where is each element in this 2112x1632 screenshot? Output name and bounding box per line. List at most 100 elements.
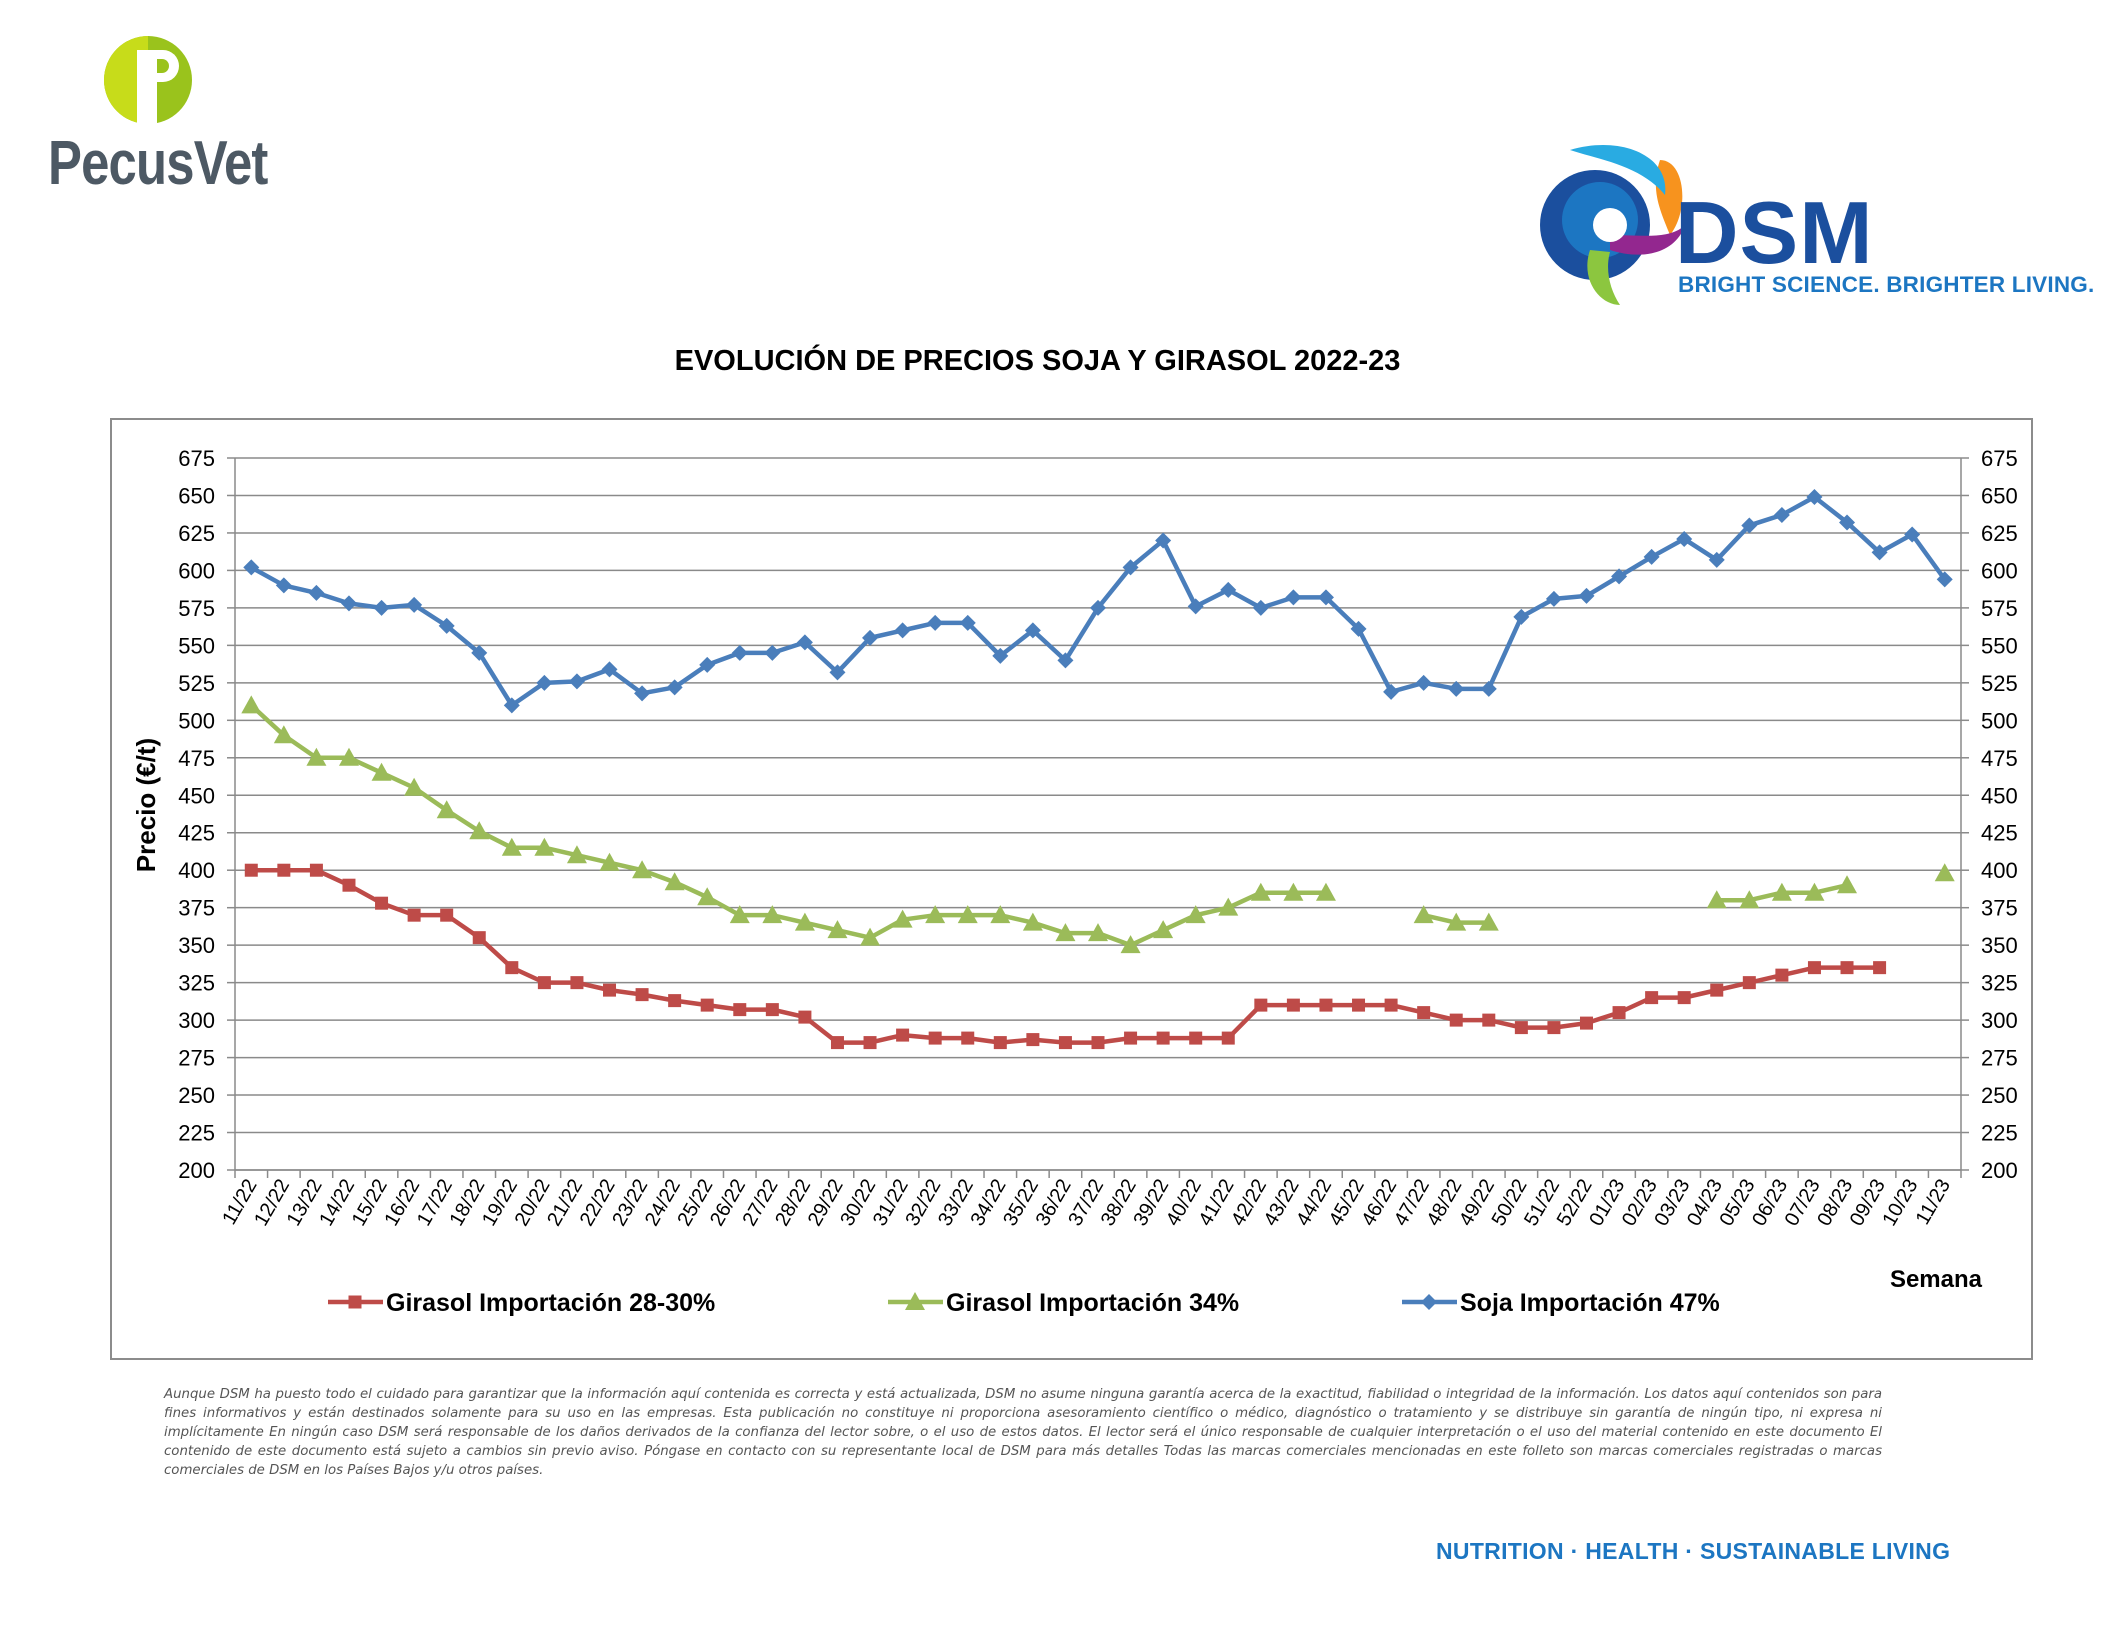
data-point [1088, 923, 1108, 942]
data-point [1350, 620, 1367, 637]
data-point [1315, 882, 1336, 901]
data-point [373, 599, 390, 616]
data-point [1057, 652, 1074, 669]
y-tick-label-left: 425 [178, 821, 215, 846]
series-1 [241, 695, 1955, 954]
data-point [1873, 961, 1887, 975]
data-point [1218, 897, 1239, 916]
y-tick-label-right: 650 [1981, 483, 2018, 508]
data-point [1124, 1031, 1138, 1045]
data-point [537, 976, 551, 990]
y-tick-label-right: 575 [1981, 596, 2018, 621]
data-point [1286, 998, 1300, 1012]
legend-item: Girasol Importación 28-30% [328, 1289, 715, 1317]
y-tick-label-left: 600 [178, 558, 215, 583]
data-point [1285, 589, 1302, 606]
y-tick-label-right: 350 [1981, 933, 2018, 958]
data-point [277, 863, 291, 877]
data-point [700, 998, 714, 1012]
series-2 [243, 488, 1953, 714]
data-point [1022, 912, 1043, 931]
data-point [1155, 532, 1172, 549]
data-point [860, 927, 881, 946]
data-point [1807, 961, 1821, 975]
data-point [1091, 1036, 1105, 1050]
data-point [894, 622, 911, 639]
data-point [731, 644, 748, 661]
data-point [275, 577, 292, 594]
dsm-tagline: BRIGHT SCIENCE. BRIGHTER LIVING. [1678, 272, 2095, 297]
y-tick-label-right: 525 [1981, 671, 2018, 696]
data-point [1677, 991, 1691, 1005]
y-tick-label-right: 275 [1981, 1046, 2018, 1071]
data-point [340, 595, 357, 612]
data-point [308, 584, 325, 601]
data-point [928, 1031, 942, 1045]
data-point [1708, 551, 1725, 568]
y-tick-label-right: 325 [1981, 971, 2018, 996]
data-point [1449, 1013, 1463, 1027]
y-axis-label: Precio (€/t) [131, 738, 161, 872]
legend-label: Girasol Importación 28-30% [386, 1289, 715, 1317]
y-tick-label-left: 450 [178, 783, 215, 808]
data-point [863, 1036, 877, 1050]
data-point [244, 863, 258, 877]
y-tick-label-left: 200 [178, 1158, 215, 1183]
data-point [1514, 1021, 1528, 1035]
y-tick-label-right: 425 [1981, 821, 2018, 846]
data-point [1643, 548, 1660, 565]
data-point [406, 596, 423, 613]
data-point [1055, 923, 1076, 942]
data-point [534, 837, 555, 856]
data-point [1676, 530, 1693, 547]
data-point [798, 1010, 812, 1024]
data-point [1710, 983, 1724, 997]
data-point [1578, 587, 1595, 604]
data-point [829, 664, 846, 681]
data-point [1283, 882, 1304, 901]
y-tick-label-left: 375 [178, 896, 215, 921]
y-tick-label-right: 450 [1981, 783, 2018, 808]
legend-label: Soja Importación 47% [1460, 1289, 1720, 1317]
legend-item: Soja Importación 47% [1402, 1289, 1720, 1317]
data-point [668, 994, 682, 1008]
data-point [794, 912, 815, 931]
data-point [1804, 882, 1825, 901]
data-point [536, 674, 553, 691]
data-point [827, 920, 848, 939]
x-axis-ticks: 11/2212/2213/2214/2215/2216/2217/2218/22… [218, 1176, 1955, 1230]
data-point [601, 661, 618, 678]
data-point [697, 887, 718, 906]
data-point [599, 852, 620, 871]
y-tick-label-left: 250 [178, 1083, 215, 1108]
y-tick-label-right: 225 [1981, 1121, 2018, 1146]
data-point [1448, 680, 1465, 697]
legal-disclaimer: Aunque DSM ha puesto todo el cuidado par… [164, 1387, 1882, 1478]
grid-lines [235, 457, 1961, 1171]
chart-title: EVOLUCIÓN DE PRECIOS SOJA Y GIRASOL 2022… [674, 345, 1401, 377]
data-point [765, 1003, 779, 1017]
data-point [570, 976, 584, 990]
data-point [243, 559, 260, 576]
data-point [1383, 683, 1400, 700]
data-point [1612, 1006, 1626, 1020]
y-tick-label-right: 475 [1981, 746, 2018, 771]
series-0 [244, 863, 1887, 1050]
x-tick-label: 10/23 [1878, 1176, 1922, 1230]
data-point [1185, 905, 1206, 924]
data-point [1579, 1016, 1593, 1030]
data-point [1741, 517, 1758, 534]
data-point [993, 1036, 1007, 1050]
data-point [1478, 912, 1499, 931]
y-tick-label-right: 500 [1981, 708, 2018, 733]
y-tick-label-right: 675 [1981, 446, 2018, 471]
y-tick-label-left: 225 [178, 1121, 215, 1146]
y-tick-label-left: 650 [178, 483, 215, 508]
pecusvet-logo [104, 36, 192, 130]
y-tick-label-left: 675 [178, 446, 215, 471]
y-tick-label-right: 300 [1981, 1008, 2018, 1033]
data-point [1153, 920, 1174, 939]
data-point [1611, 568, 1628, 585]
data-point [1417, 1006, 1431, 1020]
data-point [664, 872, 685, 891]
